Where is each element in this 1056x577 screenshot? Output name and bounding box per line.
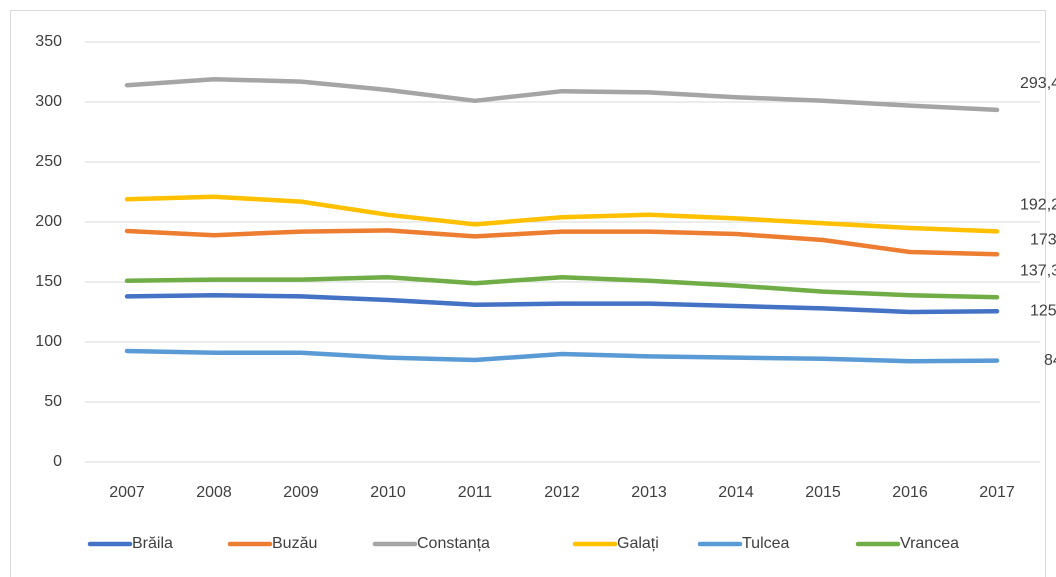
series-line: [124, 274, 1000, 300]
data-label: 293,4: [1020, 75, 1056, 92]
series-line: [124, 76, 1000, 113]
data-label: 192,2: [1020, 197, 1056, 214]
x-tick-label: 2007: [109, 484, 145, 501]
y-tick-label: 50: [44, 393, 62, 410]
y-tick-label: 100: [35, 333, 62, 350]
x-tick-label: 2009: [283, 484, 319, 501]
chart-border: [10, 10, 1046, 577]
x-tick-label: 2013: [631, 484, 667, 501]
x-tick-label: 2017: [979, 484, 1015, 501]
x-tick-label: 2011: [458, 484, 493, 501]
series-line: [124, 228, 1000, 257]
x-tick-label: 2012: [544, 484, 580, 501]
legend-label: Galați: [617, 535, 659, 552]
legend-label: Constanța: [417, 535, 490, 552]
y-tick-label: 300: [35, 93, 62, 110]
y-tick-label: 350: [35, 33, 62, 50]
y-tick-label: 150: [35, 273, 62, 290]
x-tick-label: 2015: [805, 484, 841, 501]
series-line: [124, 194, 1000, 234]
legend-label: Tulcea: [742, 535, 790, 552]
data-label: 125,6: [1030, 302, 1056, 319]
legend-label: Brăila: [132, 535, 173, 552]
y-tick-label: 200: [35, 213, 62, 230]
data-label: 84,5: [1044, 352, 1056, 369]
x-tick-label: 2010: [370, 484, 406, 501]
legend-label: Vrancea: [900, 535, 959, 552]
x-tick-label: 2016: [892, 484, 928, 501]
data-label: 173,1: [1030, 231, 1056, 248]
y-tick-label: 250: [35, 153, 62, 170]
series-line: [124, 348, 1000, 364]
legend-label: Buzău: [272, 535, 317, 552]
data-label: 137,3: [1020, 262, 1056, 279]
x-tick-label: 2014: [718, 484, 754, 501]
series-line: [124, 292, 1000, 315]
y-tick-label: 0: [53, 453, 62, 470]
x-tick-label: 2008: [196, 484, 232, 501]
